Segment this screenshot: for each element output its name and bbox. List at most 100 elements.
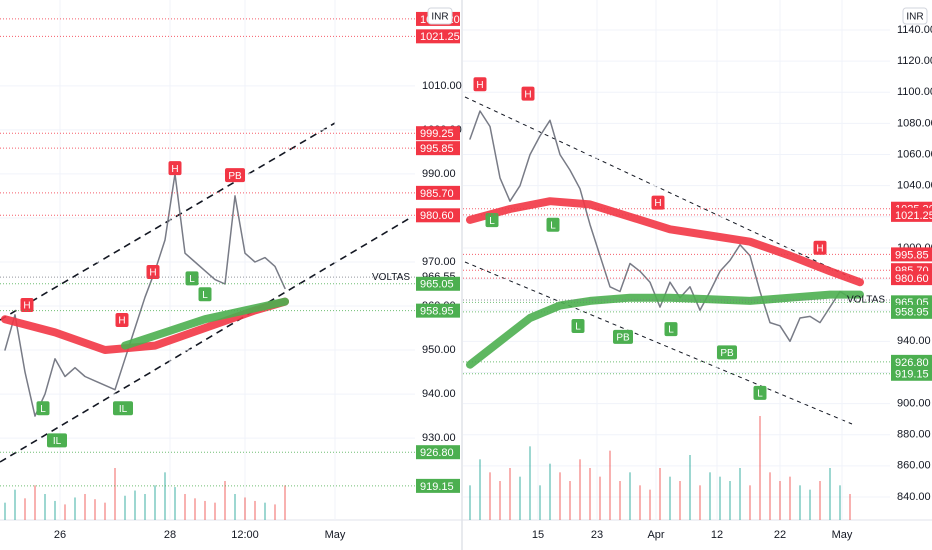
volume-bar (529, 446, 531, 520)
volume-bar (749, 485, 751, 520)
y-tick-label: 860.00 (897, 460, 931, 472)
y-tick-label: 990.00 (422, 168, 456, 180)
price-level-badge (891, 247, 932, 262)
volume-bar (809, 489, 811, 520)
volume-bar (509, 468, 511, 520)
volume-bar (54, 500, 56, 520)
y-tick-label: 1100.00 (897, 86, 932, 98)
pivot-marker (47, 433, 67, 448)
pivot-label: IL (53, 436, 62, 447)
price-level-badge (891, 271, 932, 286)
volume-bar (609, 450, 611, 520)
volume-bar (839, 485, 841, 520)
price-level-label: 985.70 (420, 188, 454, 200)
volume-bar (254, 500, 256, 520)
volume-bar (64, 504, 66, 520)
pivot-label: L (489, 216, 495, 227)
pivot-label: H (149, 268, 156, 279)
channel-lower (0, 217, 411, 463)
pivot-marker (571, 318, 585, 333)
y-tick-label: 1010.00 (422, 80, 462, 92)
volume-bar (4, 502, 6, 520)
channel-upper (464, 96, 851, 278)
y-tick-label: 970.00 (422, 256, 456, 268)
price-line (4, 173, 286, 417)
price-level-badge (416, 126, 460, 141)
price-line (469, 110, 851, 343)
volume-bar (84, 494, 86, 520)
pivot-marker (717, 345, 737, 360)
volume-bar (214, 502, 216, 520)
volume-bar (709, 472, 711, 520)
volume-bar (14, 489, 16, 520)
volume-bar (489, 472, 491, 520)
pivot-marker (473, 77, 487, 92)
y-tick-label: 1080.00 (897, 117, 932, 129)
volume-bar (759, 416, 761, 520)
volume-bar (34, 485, 36, 520)
volume-bar (94, 499, 96, 520)
moving-average (121, 297, 289, 350)
volume-bar (849, 494, 851, 520)
volume-bar (519, 476, 521, 520)
volume-bar (569, 481, 571, 520)
x-tick-label: Apr (647, 529, 664, 541)
y-tick-label: 950.00 (422, 344, 456, 356)
pivot-marker (225, 168, 245, 183)
pivot-label: L (575, 322, 581, 333)
pivot-marker (546, 217, 560, 232)
price-level-label: 965.05 (420, 279, 454, 291)
volume-bar (284, 485, 286, 520)
volume-bar (689, 455, 691, 520)
volume-bar (144, 494, 146, 520)
volume-bar (114, 468, 116, 520)
x-tick-label: 26 (54, 529, 66, 541)
price-level-label: 958.95 (420, 306, 454, 318)
volume-bar (619, 481, 621, 520)
volume-bar (649, 489, 651, 520)
y-tick-label: 1140.00 (897, 24, 932, 36)
x-tick-label: May (325, 529, 346, 541)
volume-bar (74, 497, 76, 520)
volume-bar (549, 463, 551, 520)
pivot-marker (168, 161, 182, 176)
price-level-badge (891, 354, 932, 369)
pivot-marker (36, 401, 50, 416)
price-level-badge (891, 207, 932, 222)
moving-average (466, 290, 864, 369)
pivot-label: H (118, 316, 125, 327)
pivot-marker (146, 265, 160, 280)
pivot-marker (613, 329, 633, 344)
price-level-label: 980.60 (895, 273, 929, 285)
price-level-label: 926.80 (420, 447, 454, 459)
volume-bar (629, 472, 631, 520)
price-level-label: 926.80 (895, 357, 929, 369)
price-level-label: 919.15 (895, 369, 929, 381)
price-level-label: 995.85 (420, 143, 454, 155)
volume-bar (194, 498, 196, 520)
moving-average (466, 197, 864, 287)
volume-bar (499, 481, 501, 520)
y-tick-label: 940.00 (897, 335, 931, 347)
x-tick-label: 12 (711, 529, 723, 541)
price-level-badge (416, 303, 460, 318)
price-level-label: 1021.25 (420, 31, 460, 43)
volume-bar (104, 502, 106, 520)
pivot-label: H (171, 164, 178, 175)
volume-bar (669, 476, 671, 520)
x-tick-label: 12:00 (231, 529, 259, 541)
volume-bar (579, 459, 581, 520)
x-tick-label: 28 (164, 529, 176, 541)
volume-bar (789, 476, 791, 520)
volume-bar (224, 481, 226, 520)
price-level-badge (416, 445, 460, 460)
volume-bar (829, 468, 831, 520)
volume-bar (244, 497, 246, 520)
pivot-marker (651, 195, 665, 210)
x-tick-label: 22 (774, 529, 786, 541)
pivot-label: PB (228, 171, 242, 182)
volume-bar (274, 504, 276, 520)
x-tick-label: 15 (532, 529, 544, 541)
